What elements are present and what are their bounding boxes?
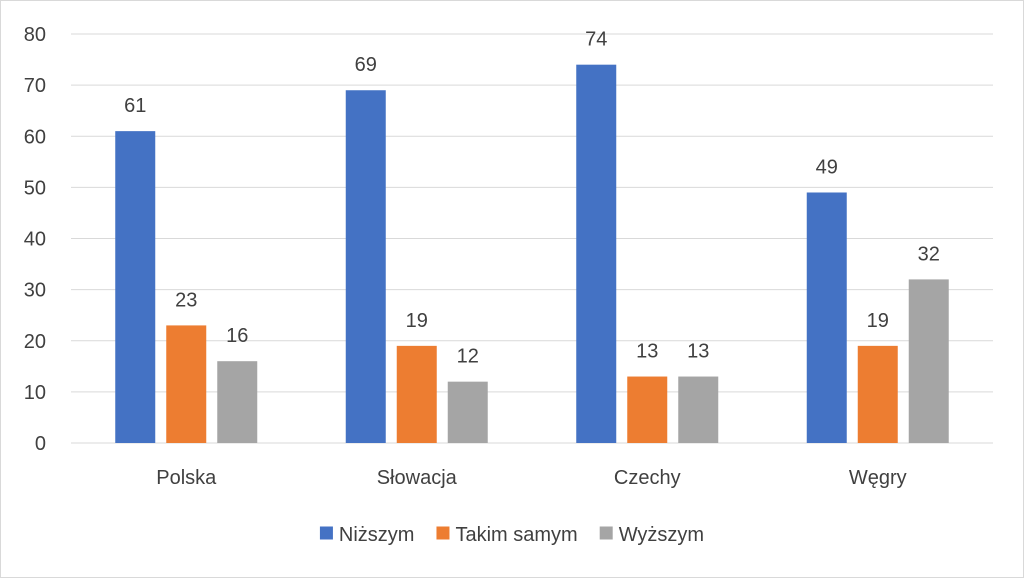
legend-label: Wyższym	[619, 524, 704, 546]
y-axis-ticks: 0 10 20 30 40 50 60 70 80	[24, 24, 46, 455]
y-tick-label: 30	[24, 280, 46, 302]
bar	[447, 381, 488, 443]
bar	[345, 90, 386, 444]
y-tick-label: 40	[24, 229, 46, 251]
bar	[908, 279, 949, 443]
bar	[115, 131, 156, 443]
bars	[115, 64, 949, 444]
bar	[166, 325, 207, 443]
bar	[806, 192, 847, 443]
legend: Niższym Takim samym Wyższym	[319, 524, 704, 546]
bar	[576, 64, 617, 444]
y-tick-label: 60	[24, 126, 46, 148]
legend-label: Niższym	[339, 524, 415, 546]
bar	[627, 376, 668, 443]
y-tick-label: 80	[24, 24, 46, 46]
x-axis-ticks: Polska Słowacja Czechy Węgry	[156, 467, 906, 489]
legend-label: Takim samym	[455, 524, 577, 546]
data-label: 13	[636, 341, 658, 363]
gridlines	[71, 33, 993, 444]
bar	[396, 345, 437, 443]
x-tick-label: Polska	[156, 467, 217, 489]
x-tick-label: Węgry	[849, 467, 907, 489]
data-label: 12	[457, 346, 479, 368]
legend-swatch	[436, 526, 450, 540]
bar	[678, 376, 719, 443]
bar	[857, 345, 898, 443]
data-label: 19	[406, 310, 428, 332]
y-tick-label: 50	[24, 177, 46, 199]
data-labels: 61 23 16 69 19 12 74 13 13 49 19 32	[124, 29, 940, 368]
data-label: 61	[124, 95, 146, 117]
data-label: 23	[175, 289, 197, 311]
data-label: 13	[687, 341, 709, 363]
y-tick-label: 70	[24, 75, 46, 97]
data-label: 49	[816, 156, 838, 178]
x-tick-label: Czechy	[614, 467, 681, 489]
legend-swatch	[599, 526, 613, 540]
legend-swatch	[319, 526, 333, 540]
y-tick-label: 10	[24, 382, 46, 404]
data-label: 16	[226, 325, 248, 347]
data-label: 19	[867, 310, 889, 332]
data-label: 32	[918, 243, 940, 265]
data-label: 69	[355, 54, 377, 76]
data-label: 74	[585, 29, 607, 51]
x-tick-label: Słowacja	[377, 467, 458, 489]
bar	[217, 361, 258, 443]
y-tick-label: 20	[24, 331, 46, 353]
y-tick-label: 0	[35, 433, 46, 455]
